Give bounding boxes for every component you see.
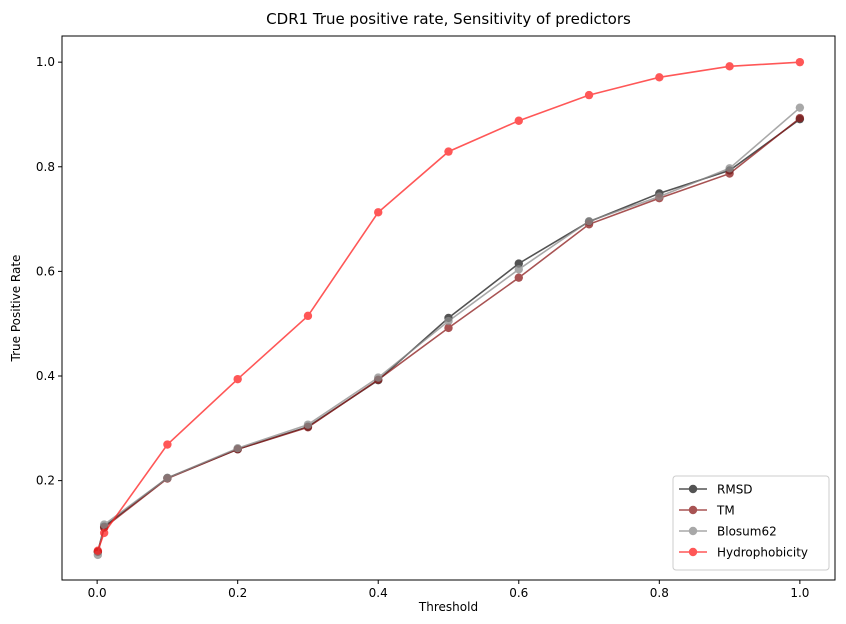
x-tick-label: 0.2 [228,586,247,600]
data-point-blosum62 [514,265,523,274]
y-tick-label: 0.6 [36,264,55,278]
data-point-hydrophobicity [584,90,594,100]
x-tick-label: 0.6 [509,586,528,600]
legend-item-hydrophobicity [679,547,707,557]
data-point-hydrophobicity [514,116,523,125]
legend: RMSD TM Blosum62 Hydrophobicity [672,475,830,571]
legend-item-tm [679,505,707,515]
x-tick-label: 0.8 [650,586,669,600]
data-point-tm [444,323,453,333]
data-point-blosum62 [233,443,242,453]
data-point-hydrophobicity [655,73,664,82]
y-axis-label: True Positive Rate [9,255,23,363]
y-tick-label: 1.0 [36,55,55,69]
series-line-hydrophobicity [97,61,800,551]
x-tick-label: 0.0 [88,586,107,600]
legend-item-blosum62 [679,526,707,536]
x-axis-ticks: 0.0 0.2 0.4 0.6 0.8 1.0 [88,580,809,600]
data-point-hydrophobicity [725,62,734,71]
chart-title: CDR1 True positive rate, Sensitivity of … [266,10,631,28]
legend-label: Hydrophobicity [717,546,808,560]
data-point-tm [795,113,805,123]
legend-box [672,475,830,571]
legend-marker [688,484,698,494]
legend-marker [688,505,698,515]
data-point-tm [514,273,523,282]
data-point-blosum62 [655,192,664,201]
legend-item-rmsd [679,484,707,494]
data-point-hydrophobicity [233,374,242,384]
legend-label: RMSD [717,483,753,497]
series-layer [93,57,805,560]
data-point-hydrophobicity [374,208,383,217]
y-tick-label: 0.2 [36,474,55,488]
y-axis-ticks: 0.2 0.4 0.6 0.8 1.0 [36,55,62,488]
data-point-rmsd [514,259,523,268]
data-point-hydrophobicity [795,57,805,67]
data-point-blosum62 [303,420,313,429]
data-point-hydrophobicity [93,546,103,555]
plot-area [61,35,836,581]
series-hydrophobicity [93,57,805,555]
data-point-blosum62 [374,373,383,382]
legend-label: TM [716,504,735,518]
y-tick-label: 0.4 [36,369,55,383]
y-tick-label: 0.8 [36,160,55,174]
data-point-hydrophobicity [163,440,172,449]
data-point-hydrophobicity [99,528,109,538]
data-point-blosum62 [163,473,172,483]
x-tick-label: 1.0 [790,586,809,600]
legend-marker [688,547,698,557]
data-point-blosum62 [584,216,594,226]
data-point-blosum62 [99,520,109,529]
axes-frame [61,35,836,581]
data-point-blosum62 [795,103,805,112]
series-line-blosum62 [97,107,801,556]
data-point-blosum62 [725,164,734,173]
x-axis-label: Threshold [418,600,478,614]
legend-label: Blosum62 [717,525,777,539]
legend-marker [688,526,698,536]
data-point-hydrophobicity [303,311,313,321]
data-point-hydrophobicity [444,147,453,156]
x-tick-label: 0.4 [369,586,388,600]
data-point-blosum62 [444,316,453,326]
